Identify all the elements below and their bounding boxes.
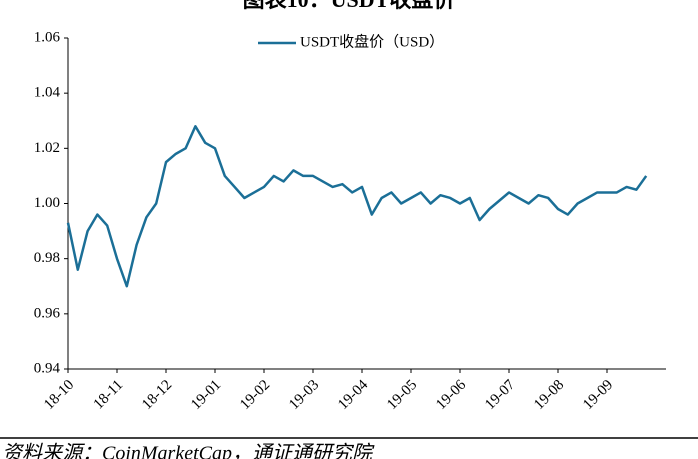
y-tick-label: 0.98 [34,250,60,266]
x-tick-label: 18-11 [91,377,127,413]
x-tick-label: 18-10 [41,377,77,413]
x-tick-label: 18-12 [139,377,175,413]
x-tick-label: 19-07 [482,377,518,413]
source-note: 资料来源：CoinMarketCap，通证通研究院 [2,443,375,459]
x-tick-label: 19-04 [335,377,371,413]
y-tick-label: 0.94 [34,360,61,376]
x-tick-label: 19-01 [188,377,224,413]
y-tick-label: 1.02 [34,140,60,156]
y-tick-label: 1.04 [34,85,61,101]
x-tick-label: 19-05 [384,377,420,413]
y-tick-label: 1.06 [34,29,61,45]
x-tick-label: 19-09 [580,377,616,413]
chart-title: 图表10：USDT收盘价 [243,0,457,12]
legend-label: USDT收盘价（USD） [300,32,444,50]
data-line [66,125,648,288]
x-tick-label: 19-06 [433,377,469,413]
x-tick-label: 19-02 [237,377,273,413]
x-tick-label: 19-08 [531,377,567,413]
y-tick-label: 0.96 [34,305,61,321]
x-tick-label: 19-03 [286,377,322,413]
y-tick-label: 1.00 [34,195,60,211]
